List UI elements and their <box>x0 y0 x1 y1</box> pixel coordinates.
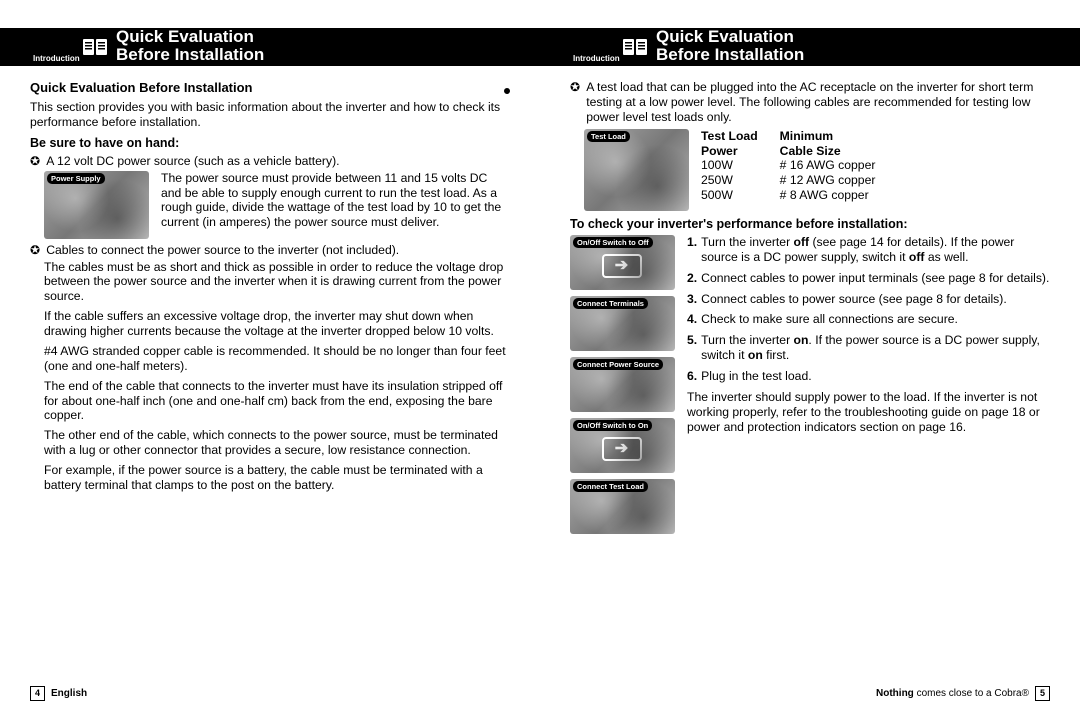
subhead-check-performance: To check your inverter's performance bef… <box>570 217 1050 232</box>
row-power-supply: Power Supply The power source must provi… <box>30 171 510 239</box>
list-item: 2.Connect cables to power input terminal… <box>687 271 1050 286</box>
header-title-line1: Quick Evaluation <box>656 27 794 46</box>
thumb-step-3: Connect Power Source <box>570 357 675 412</box>
header-title-line2: Before Installation <box>116 45 264 64</box>
list-item: 1.Turn the inverter off (see page 14 for… <box>687 235 1050 265</box>
header-title: Quick Evaluation Before Installation <box>116 28 264 64</box>
steps-text-column: 1.Turn the inverter off (see page 14 for… <box>687 235 1050 440</box>
section-title: Quick Evaluation Before Installation <box>30 80 253 96</box>
list-item: 5.Turn the inverter on. If the power sou… <box>687 333 1050 363</box>
header-icon <box>622 34 648 60</box>
right-content: ✪ A test load that can be plugged into t… <box>570 80 1050 679</box>
header-chip: Introduction <box>570 53 623 64</box>
para-voltage-drop: If the cable suffers an excessive voltag… <box>30 309 510 339</box>
list-item: 6.Plug in the test load. <box>687 369 1050 384</box>
para-strip-end: The end of the cable that connects to th… <box>30 379 510 424</box>
subhead-have-on-hand: Be sure to have on hand: <box>30 136 510 151</box>
page-number-right: 5 <box>1035 686 1050 701</box>
bullet-row: ✪ Cables to connect the power source to … <box>30 243 510 258</box>
step-thumbs-column: On/Off Switch to Off➔ Connect Terminals … <box>570 235 675 534</box>
steps-list: 1.Turn the inverter off (see page 14 for… <box>687 235 1050 384</box>
thumb-label: Power Supply <box>47 173 105 184</box>
bullet-icon: ✪ <box>30 154 40 169</box>
thumb-power-supply: Power Supply <box>44 171 149 239</box>
intro-text: This section provides you with basic inf… <box>30 100 510 130</box>
bullet-text: A 12 volt DC power source (such as a veh… <box>46 154 339 169</box>
para-cables-short: The cables must be as short and thick as… <box>30 260 510 305</box>
bullet-text: A test load that can be plugged into the… <box>586 80 1050 125</box>
thumb-step-4: On/Off Switch to On➔ <box>570 418 675 473</box>
thumb-step-2: Connect Terminals <box>570 296 675 351</box>
page-number-left: 4 <box>30 686 45 701</box>
header-icon <box>82 34 108 60</box>
bullet-row: ✪ A test load that can be plugged into t… <box>570 80 1050 125</box>
th-power: Test Load Power <box>701 129 780 159</box>
footer-lang: English <box>51 688 87 699</box>
footer-tagline: Nothing comes close to a Cobra® <box>876 688 1029 699</box>
thumb-label: Test Load <box>587 131 630 142</box>
dot-icon <box>504 88 510 94</box>
table-row: 250W# 12 AWG copper <box>701 173 897 188</box>
para-lug: The other end of the cable, which connec… <box>30 428 510 458</box>
footer-left: 4 English <box>30 686 87 701</box>
para-awg4: #4 AWG stranded copper cable is recommen… <box>30 344 510 374</box>
thumb-step-1: On/Off Switch to Off➔ <box>570 235 675 290</box>
cable-table: Test Load Power Minimum Cable Size 100W#… <box>701 129 897 203</box>
table-row: 100W# 16 AWG copper <box>701 158 897 173</box>
th-size: Minimum Cable Size <box>780 129 898 159</box>
bullet-text: Cables to connect the power source to th… <box>46 243 399 258</box>
header-bar: Introduction Quick Evaluation Before Ins… <box>0 28 540 66</box>
header-bar: Introduction Quick Evaluation Before Ins… <box>540 28 1080 66</box>
header-chip: Introduction <box>30 53 83 64</box>
bullet-icon: ✪ <box>30 243 40 258</box>
steps-container: On/Off Switch to Off➔ Connect Terminals … <box>570 235 1050 534</box>
footer-right: Nothing comes close to a Cobra® 5 <box>876 686 1050 701</box>
bullet-icon: ✪ <box>570 80 580 125</box>
header-title-line1: Quick Evaluation <box>116 27 254 46</box>
header-title: Quick Evaluation Before Installation <box>656 28 804 64</box>
para-battery-example: For example, if the power source is a ba… <box>30 463 510 493</box>
para-power-source: The power source must provide between 11… <box>161 171 510 231</box>
closing-text: The inverter should supply power to the … <box>687 390 1050 435</box>
list-item: 4.Check to make sure all connections are… <box>687 312 1050 327</box>
thumb-test-load: Test Load <box>584 129 689 211</box>
manual-page-right: Introduction Quick Evaluation Before Ins… <box>540 0 1080 719</box>
manual-page-left: Introduction Quick Evaluation Before Ins… <box>0 0 540 719</box>
thumb-step-5: Connect Test Load <box>570 479 675 534</box>
bullet-row: ✪ A 12 volt DC power source (such as a v… <box>30 154 510 169</box>
header-title-line2: Before Installation <box>656 45 804 64</box>
row-test-load: Test Load Test Load Power Minimum Cable … <box>570 129 1050 211</box>
list-item: 3.Connect cables to power source (see pa… <box>687 292 1050 307</box>
left-content: Quick Evaluation Before Installation Thi… <box>30 80 510 679</box>
table-row: 500W# 8 AWG copper <box>701 188 897 203</box>
